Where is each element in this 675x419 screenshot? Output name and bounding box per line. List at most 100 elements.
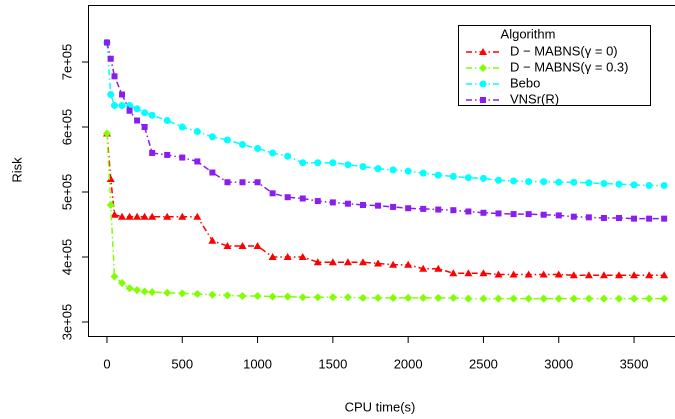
marker: [374, 165, 382, 173]
marker: [358, 258, 367, 266]
marker: [208, 133, 216, 141]
y-tick-label: 3e+05: [59, 304, 74, 341]
legend-symbol: [479, 80, 487, 88]
marker: [524, 270, 533, 278]
marker: [141, 123, 148, 130]
legend-symbol: [479, 64, 487, 72]
marker: [141, 109, 149, 117]
marker: [584, 294, 593, 303]
marker: [645, 181, 653, 189]
marker: [164, 151, 171, 158]
marker: [344, 161, 352, 169]
marker: [554, 270, 563, 278]
legend-marker: [479, 64, 487, 72]
x-tick-label: 2000: [394, 356, 423, 371]
legend-marker: [479, 48, 487, 55]
marker: [179, 154, 186, 161]
marker: [540, 178, 548, 186]
marker: [630, 294, 639, 303]
marker: [660, 181, 668, 189]
marker: [239, 179, 246, 186]
marker: [389, 260, 398, 268]
marker: [110, 210, 119, 218]
marker: [238, 291, 247, 300]
marker: [494, 270, 503, 278]
marker: [495, 210, 502, 217]
legend-box: [458, 25, 651, 106]
marker: [599, 294, 608, 303]
marker: [314, 159, 322, 167]
marker: [163, 116, 171, 124]
marker: [404, 293, 413, 302]
marker: [208, 236, 217, 244]
marker: [283, 292, 292, 301]
marker: [268, 292, 277, 301]
marker: [178, 289, 187, 298]
marker: [111, 73, 118, 80]
marker: [404, 260, 413, 268]
marker: [435, 206, 442, 213]
x-tick-label: 500: [171, 356, 193, 371]
marker: [420, 205, 427, 212]
marker: [569, 271, 578, 279]
marker: [140, 212, 149, 220]
legend-label: D − MABNS(γ = 0.3): [510, 59, 628, 74]
marker: [510, 177, 518, 185]
marker: [646, 215, 653, 222]
legend-symbol: [480, 97, 486, 103]
marker: [223, 136, 231, 144]
marker: [359, 201, 366, 208]
marker: [479, 174, 487, 182]
marker: [254, 179, 261, 186]
legend-symbol: [479, 48, 487, 55]
marker: [554, 294, 563, 303]
marker: [374, 293, 383, 302]
marker: [118, 102, 126, 110]
marker: [390, 203, 397, 210]
marker: [133, 286, 142, 295]
marker: [125, 284, 134, 293]
marker: [434, 264, 443, 272]
legend-label: D − MABNS(γ = 0): [510, 43, 618, 58]
marker: [449, 269, 458, 277]
marker: [614, 294, 623, 303]
marker: [449, 172, 457, 180]
marker: [389, 166, 397, 174]
marker: [343, 293, 352, 302]
marker: [509, 294, 518, 303]
marker: [450, 207, 457, 214]
x-tick-label: 1500: [318, 356, 347, 371]
marker: [525, 178, 533, 186]
marker: [140, 287, 149, 296]
marker: [329, 199, 336, 206]
marker: [434, 293, 443, 302]
marker: [630, 181, 638, 189]
marker: [284, 152, 292, 160]
marker: [660, 294, 669, 303]
marker: [449, 293, 458, 302]
marker: [464, 294, 473, 303]
marker: [107, 90, 115, 98]
marker: [555, 178, 563, 186]
marker: [106, 174, 115, 182]
marker: [494, 294, 503, 303]
y-tick-label: 6e+05: [59, 109, 74, 146]
marker: [118, 278, 127, 287]
marker: [125, 212, 134, 220]
marker: [645, 294, 654, 303]
marker: [600, 214, 607, 221]
marker: [313, 258, 322, 266]
x-tick-label: 0: [103, 356, 110, 371]
series-line: [106, 133, 665, 276]
y-axis-label: Risk: [9, 157, 24, 183]
marker: [599, 271, 608, 279]
marker: [343, 258, 352, 266]
marker: [539, 270, 548, 278]
marker: [479, 269, 488, 277]
marker: [570, 178, 578, 186]
marker: [661, 215, 668, 222]
series-line: [106, 42, 665, 187]
marker: [540, 211, 547, 218]
marker: [419, 169, 427, 177]
